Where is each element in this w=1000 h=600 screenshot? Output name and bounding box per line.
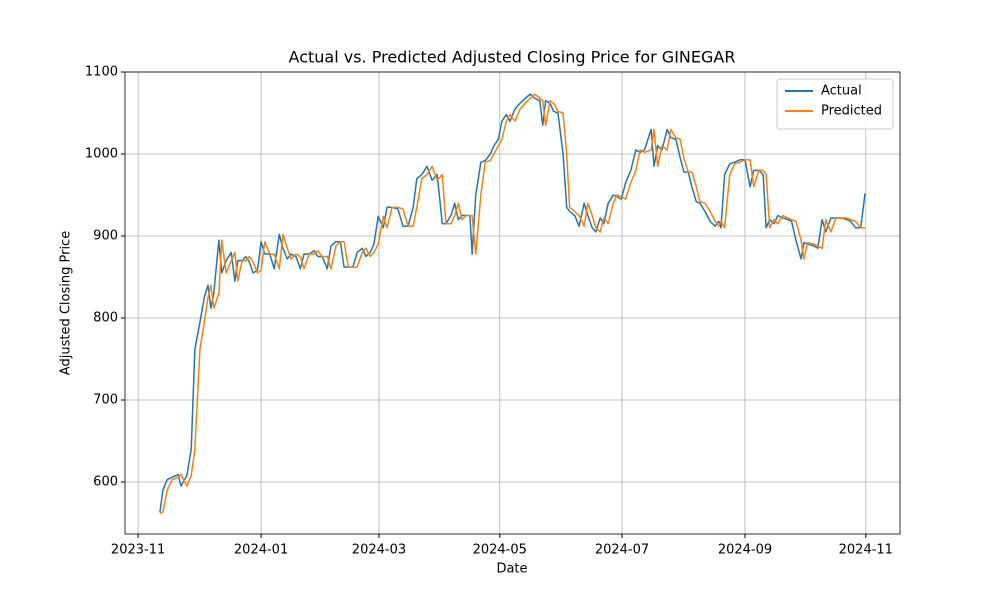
x-tick-label: 2024-05 (473, 543, 527, 558)
y-axis-label: Adjusted Closing Price (59, 231, 74, 375)
x-tick-label: 2023-11 (111, 543, 165, 558)
chart-title: Actual vs. Predicted Adjusted Closing Pr… (289, 48, 736, 67)
y-tick-label: 1100 (85, 65, 118, 80)
x-tick-label: 2024-01 (234, 543, 288, 558)
x-tick-label: 2024-03 (352, 543, 406, 558)
legend: Actual Predicted (776, 78, 894, 130)
x-tick-label: 2024-09 (718, 543, 772, 558)
x-tick-label: 2024-07 (595, 543, 649, 558)
y-tick-label: 800 (93, 311, 118, 326)
data-line (159, 93, 866, 514)
y-tick-label: 700 (93, 393, 118, 408)
y-tick-label: 900 (93, 229, 118, 244)
x-axis-label: Date (496, 562, 527, 577)
y-tick-label: 600 (93, 475, 118, 490)
plot-frame (124, 71, 901, 535)
y-tick-label: 1000 (85, 147, 118, 162)
x-tick-label: 2024-11 (839, 543, 893, 558)
legend-label: Predicted (821, 104, 882, 119)
legend-label: Actual (821, 84, 862, 99)
